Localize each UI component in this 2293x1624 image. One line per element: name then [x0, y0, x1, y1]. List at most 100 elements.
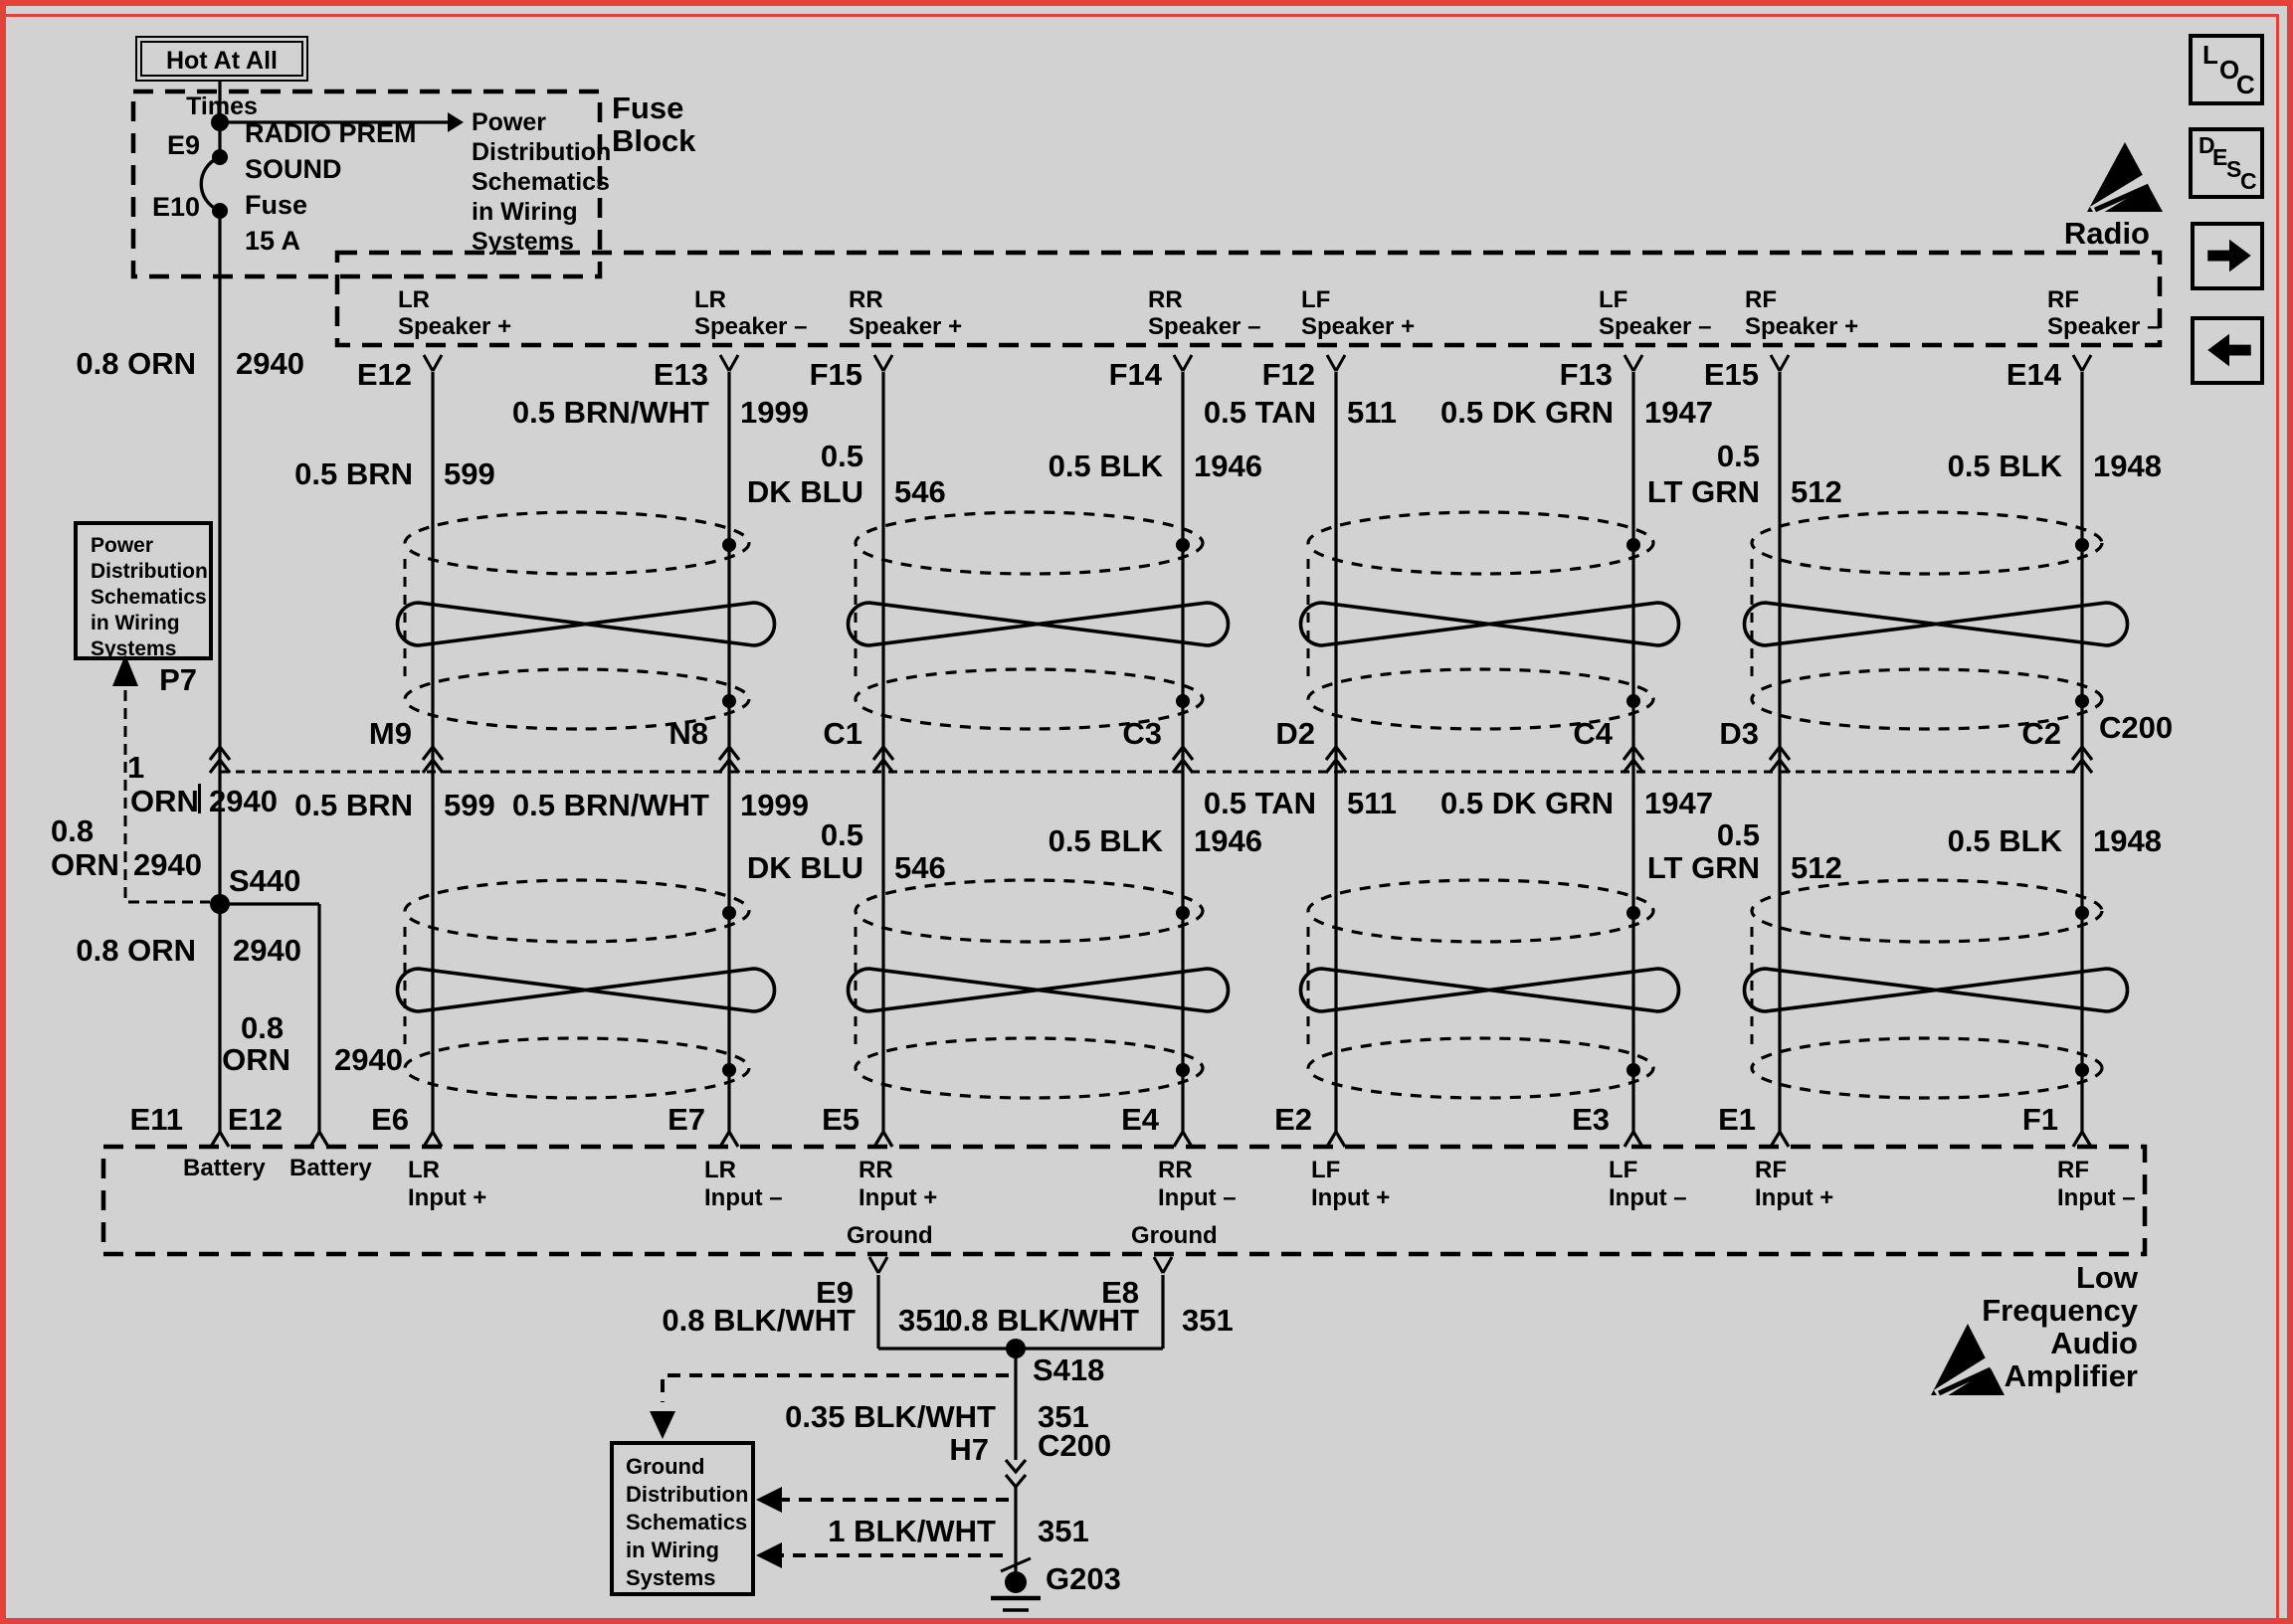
e12-branch-name: ORN: [222, 1042, 290, 1077]
e12-branch-gauge: 0.8: [241, 1010, 285, 1045]
upper-wire-name: DK BLU: [746, 474, 863, 509]
desc-button[interactable]: D E S C: [2189, 127, 2264, 199]
speaker-label-line2: Speaker +: [849, 313, 963, 340]
ground-pin-e8: E8: [1101, 1275, 1139, 1310]
lower-wire-circuit: 1999: [740, 788, 809, 822]
amp-pin: E4: [1121, 1102, 1159, 1137]
shield-dot: [1176, 1063, 1190, 1077]
amp-pin-connector: [209, 1128, 231, 1148]
loc-letter: C: [2236, 70, 2255, 99]
speaker-label-line1: RR: [849, 286, 883, 313]
shield-dot: [1176, 694, 1190, 708]
amp-pin-connector: [1769, 1128, 1791, 1148]
twisted-pair-crossover: [1742, 967, 2130, 1013]
note-line: Systems: [91, 637, 177, 660]
ground-wire1-name: 0.8 BLK/WHT: [662, 1303, 856, 1338]
amplifier-box: [100, 1144, 2148, 1257]
amp-label-line2: Input –: [704, 1184, 783, 1211]
c200-pin: C1: [823, 716, 862, 751]
lower-wire-circuit: 511: [1347, 786, 1398, 820]
upper-wire-circuit: 1947: [1644, 395, 1713, 430]
radio-pin-connector: [872, 354, 885, 372]
upper-wire-name: LT GRN: [1646, 474, 1760, 509]
amp-pin: F1: [2021, 1102, 2058, 1137]
c200-pin: C3: [1122, 716, 1162, 751]
twisted-pair-crossover: [1742, 601, 2130, 647]
amp-pin: E1: [1718, 1102, 1756, 1137]
lower-wire-name: 0.5 TAN: [1203, 786, 1316, 820]
c200-connector: [208, 757, 232, 774]
shield-dot: [1626, 538, 1640, 552]
amp-label-line1: RR: [859, 1157, 893, 1183]
c200-connector: [717, 757, 741, 774]
twisted-pair-loop: [403, 667, 751, 731]
radio-pin-connector: [1181, 354, 1194, 372]
lower-wire-name: 0.5 BLK: [1947, 823, 2062, 858]
twisted-pair-loop: [854, 510, 1205, 576]
ground-dot-g203: [1005, 1571, 1027, 1593]
radio-pin-connector: [1769, 354, 1782, 372]
power-wire-name: 0.8 ORN: [76, 346, 196, 381]
c200-connector: [1171, 744, 1195, 761]
note-line: Systems: [472, 228, 574, 256]
next-page-button[interactable]: [2191, 222, 2264, 290]
c200-connector: [1171, 757, 1195, 774]
arrow-left-head: [756, 1487, 782, 1513]
twisted-pair-loop: [1306, 1036, 1655, 1100]
ground-final-circuit: 351: [1038, 1514, 1089, 1548]
amp-label-battery-1: Battery: [183, 1155, 266, 1181]
below-splice-circuit: 2940: [233, 933, 301, 968]
speaker-label-line2: Speaker +: [1301, 313, 1416, 340]
desc-letter: C: [2240, 168, 2257, 194]
c200-connector: [208, 744, 232, 761]
amp-pin-connector: [2071, 1128, 2093, 1148]
loc-letter: O: [2219, 55, 2240, 85]
ground-pin-connector: [1161, 1256, 1174, 1274]
speaker-label-line2: Speaker –: [694, 313, 808, 340]
loc-letter: L: [2202, 40, 2218, 70]
fuse-name-line: Fuse: [245, 190, 308, 220]
lower-wire-name: 0.5 BLK: [1048, 823, 1163, 858]
radio-pin-connector: [2071, 354, 2084, 372]
speaker-label-line2: Speaker –: [1148, 313, 1261, 340]
esd-sensitive-icon-hand: [2093, 183, 2151, 213]
upper-wire-name: 0.5 BRN/WHT: [511, 395, 709, 430]
arrow-left-head: [756, 1542, 782, 1568]
twisted-pair-loop: [403, 878, 751, 944]
branch-gauge: 1: [127, 750, 145, 785]
amp-label-line2: Input –: [1158, 1184, 1237, 1211]
speaker-label-line2: Speaker +: [1745, 313, 1859, 340]
twisted-pair-loop: [854, 667, 1205, 731]
power-wire-circuit: 2940: [236, 346, 304, 381]
lower-wire-name: DK BLU: [746, 850, 863, 885]
loc-button[interactable]: L O C: [2189, 34, 2264, 105]
upper-wire-circuit: 1999: [740, 395, 809, 430]
amp-label-line2: Input +: [1755, 1184, 1834, 1211]
c200-pin: N8: [669, 716, 708, 751]
previous-page-button[interactable]: [2191, 316, 2264, 385]
branch-name: ORN: [130, 784, 199, 818]
c200-connector: [1324, 757, 1348, 774]
shield-dot: [1176, 538, 1190, 552]
twisted-pair-loop: [403, 510, 751, 576]
radio-pin: E12: [356, 357, 412, 392]
fuse-power-dist-note: Power Distribution Schematics in Wiring …: [472, 107, 611, 257]
esd-sensitive-icon: [2087, 142, 2163, 212]
pin-p7: P7: [159, 662, 197, 697]
note-line: Distribution: [472, 138, 612, 166]
twisted-pair-loop: [854, 1036, 1205, 1100]
radio-pin-connector: [1334, 354, 1347, 372]
radio-pin-connector: [1778, 354, 1791, 372]
shield-dot: [1626, 906, 1640, 920]
speaker-label-line1: RF: [2047, 286, 2079, 313]
title-line: Block: [612, 123, 696, 158]
twisted-pair-loop: [1306, 510, 1655, 576]
amp-pin-connector: [872, 1128, 894, 1148]
left-wire-name: ORN: [51, 847, 119, 882]
upper-wire-name: 0.5 BLK: [1048, 449, 1163, 483]
twisted-pair-crossover: [1298, 967, 1681, 1013]
lower-wire-circuit: 512: [1791, 850, 1842, 885]
note-line: Systems: [626, 1565, 716, 1590]
ground-pin-connector: [876, 1256, 889, 1274]
radio-pin: F15: [809, 357, 862, 392]
